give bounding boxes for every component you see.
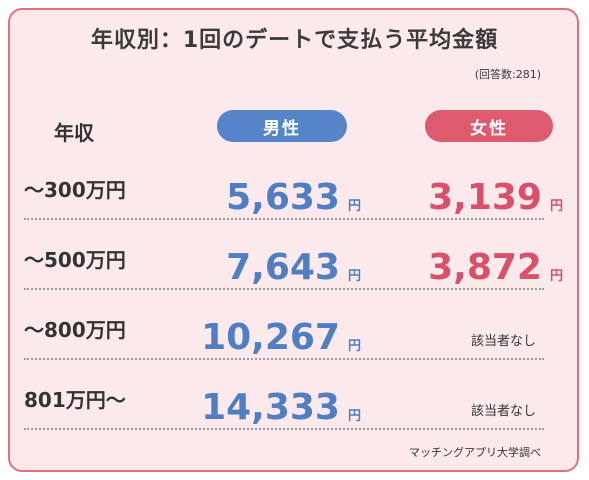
male-amount: 5,633 円 [226, 160, 361, 216]
yen-unit: 円 [347, 269, 361, 284]
income-label: 〜800万円 [24, 318, 126, 342]
row-divider [24, 288, 544, 290]
male-amount: 10,267 円 [201, 300, 361, 356]
income-label: 〜500万円 [24, 248, 126, 272]
female-amount: 3,872 円 [428, 230, 563, 286]
income-label: 801万円〜 [24, 388, 126, 412]
table-row: 〜500万円 7,643 円 3,872 円 [24, 230, 563, 290]
respondent-count: (回答数:281) [474, 68, 541, 81]
female-amount: 3,139 円 [428, 160, 563, 216]
source-credit: マッチングアプリ大学調べ [409, 446, 541, 459]
yen-unit: 円 [347, 199, 361, 214]
table-row: 〜300万円 5,633 円 3,139 円 [24, 160, 563, 220]
female-no-data: 該当者なし [470, 404, 536, 419]
page-title: 年収別：1回のデートで支払う平均金額 [90, 28, 499, 53]
male-column-header: 男性 [217, 110, 347, 142]
income-label: 〜300万円 [24, 178, 126, 202]
row-divider [24, 218, 544, 220]
yen-unit: 円 [347, 409, 361, 424]
female-amount-value: 3,139 [428, 177, 542, 218]
male-amount-value: 10,267 [201, 317, 340, 358]
row-divider [24, 428, 544, 430]
female-no-data: 該当者なし [470, 334, 536, 349]
female-amount-value: 3,872 [428, 247, 542, 288]
male-amount: 7,643 円 [226, 230, 361, 286]
table-row: 801万円〜 14,333 円 該当者なし [24, 370, 544, 430]
male-amount-value: 5,633 [226, 177, 340, 218]
table-card [8, 8, 579, 472]
yen-unit: 円 [347, 339, 361, 354]
income-column-header: 年収 [54, 121, 94, 145]
yen-unit: 円 [549, 269, 563, 284]
male-amount: 14,333 円 [201, 370, 361, 426]
female-column-header: 女性 [425, 110, 553, 142]
table-row: 〜800万円 10,267 円 該当者なし [24, 300, 544, 360]
row-divider [24, 358, 544, 360]
male-amount-value: 14,333 [201, 387, 340, 428]
male-amount-value: 7,643 [226, 247, 340, 288]
yen-unit: 円 [549, 199, 563, 214]
